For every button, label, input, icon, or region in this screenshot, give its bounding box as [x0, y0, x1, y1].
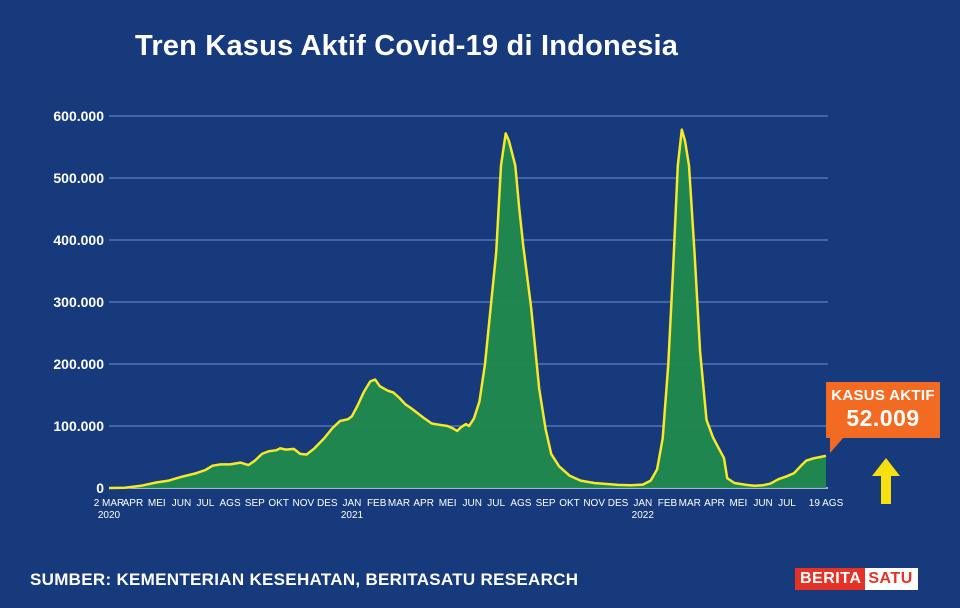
x-tick-label: FEB — [367, 498, 387, 509]
x-tick-label: MEI — [439, 498, 457, 509]
y-tick-label: 600.000 — [53, 108, 104, 124]
source-credit: SUMBER: KEMENTERIAN KESEHATAN, BERITASAT… — [30, 570, 579, 589]
x-tick-label: APR — [704, 498, 725, 509]
area-layer — [108, 128, 827, 490]
x-tick-year-label: 2022 — [632, 510, 655, 521]
x-tick-year-label: 2020 — [98, 510, 121, 521]
x-tick-label: JAN — [343, 498, 362, 509]
x-tick-label: JAN — [633, 498, 652, 509]
x-tick-label: DES — [608, 498, 629, 509]
x-tick-year-label: 2021 — [341, 510, 364, 521]
y-tick-label: 400.000 — [53, 232, 104, 248]
x-tick-label: OKT — [559, 498, 580, 509]
x-tick-label: APR — [413, 498, 434, 509]
chart-title: Tren Kasus Aktif Covid-19 di Indonesia — [135, 30, 679, 62]
x-tick-label: SEP — [536, 498, 556, 509]
active-cases-line — [108, 128, 827, 490]
y-axis-tick-labels: 0 100.000 200.000 300.000 400.000 500.000 600.… — [53, 108, 104, 496]
x-tick-label: MEI — [148, 498, 166, 509]
y-tick-label: 500.000 — [53, 170, 104, 186]
y-tick-label: 300.000 — [53, 294, 104, 310]
x-tick-label: MEI — [729, 498, 747, 509]
active-cases-callout: KASUS AKTIF 52.009 — [826, 382, 940, 438]
callout-label: KASUS AKTIF — [831, 387, 935, 404]
x-tick-label: JUL — [778, 498, 796, 509]
x-tick-label: SEP — [245, 498, 265, 509]
active-cases-area — [109, 129, 826, 488]
y-tick-label: 0 — [96, 480, 104, 496]
x-tick-label: AGS — [510, 498, 531, 509]
beritasatu-logo: BERITA SATU — [795, 568, 918, 590]
x-tick-label: 19 AGS — [809, 498, 844, 509]
x-tick-label: FEB — [658, 498, 678, 509]
y-tick-label: 200.000 — [53, 356, 104, 372]
x-tick-label: MAR — [679, 498, 701, 509]
x-tick-label: OKT — [268, 498, 289, 509]
x-tick-label: APR — [123, 498, 144, 509]
callout-pointer — [830, 437, 844, 453]
callout-value: 52.009 — [846, 405, 920, 431]
logo-part-satu: SATU — [865, 568, 918, 590]
arrow-up-icon — [872, 458, 900, 504]
x-tick-label: MAR — [388, 498, 410, 509]
x-tick-label: 2 MAR — [94, 498, 125, 509]
x-tick-label: NOV — [583, 498, 605, 509]
x-tick-label: JUN — [463, 498, 482, 509]
x-tick-label: JUL — [487, 498, 505, 509]
x-tick-label: NOV — [293, 498, 315, 509]
x-tick-label: DES — [317, 498, 338, 509]
y-tick-label: 100.000 — [53, 418, 104, 434]
x-tick-label: AGS — [220, 498, 241, 509]
x-tick-label: JUN — [753, 498, 772, 509]
logo-part-berita: BERITA — [795, 568, 866, 590]
x-tick-label: JUN — [172, 498, 191, 509]
x-tick-label: JUL — [196, 498, 214, 509]
